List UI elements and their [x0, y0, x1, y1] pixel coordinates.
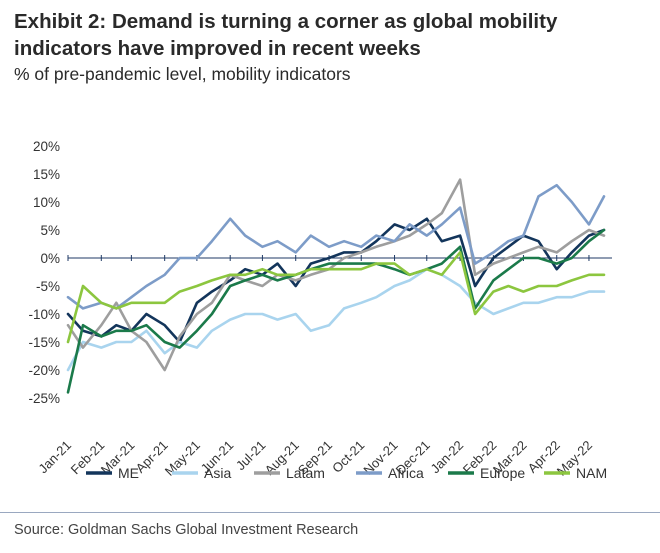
- x-tick-label: Oct-21: [329, 438, 367, 476]
- y-tick-label: -20%: [28, 363, 60, 378]
- series-line-europe: [66, 228, 606, 394]
- legend-label-africa: Africa: [388, 465, 424, 481]
- legend-label-europe: Europe: [480, 465, 525, 481]
- x-tick-label: Jan-21: [35, 438, 74, 477]
- series-line-asia: [66, 267, 606, 372]
- footer-divider: [0, 512, 660, 513]
- series-line-africa: [66, 183, 606, 310]
- y-tick-label: -10%: [28, 307, 60, 322]
- y-tick-label: 20%: [33, 139, 60, 154]
- source-note: Source: Goldman Sachs Global Investment …: [14, 522, 359, 538]
- y-tick-label: -5%: [36, 279, 60, 294]
- legend-label-nam: NAM: [576, 465, 607, 481]
- mobility-line-chart: 20%15%10%5%0%-5%-10%-15%-20%-25% Jan-21F…: [28, 139, 612, 481]
- y-tick-label: -15%: [28, 335, 60, 350]
- chart-subtitle: % of pre-pandemic level, mobility indica…: [14, 64, 351, 84]
- legend-label-me: ME: [118, 465, 139, 481]
- y-tick-label: 15%: [33, 167, 60, 182]
- chart-title: Exhibit 2: Demand is turning a corner as…: [14, 10, 558, 60]
- y-tick-label: 0%: [40, 251, 60, 266]
- legend-label-asia: Asia: [204, 465, 231, 481]
- y-tick-label: 5%: [40, 223, 60, 238]
- x-tick-label: Jan-22: [427, 438, 466, 477]
- series-line-nam: [66, 251, 606, 344]
- series-line-latam: [66, 178, 606, 372]
- y-tick-label: 10%: [33, 195, 60, 210]
- series-line-me: [66, 217, 606, 344]
- y-tick-label: -25%: [28, 391, 60, 406]
- legend-label-latam: Latam: [286, 465, 325, 481]
